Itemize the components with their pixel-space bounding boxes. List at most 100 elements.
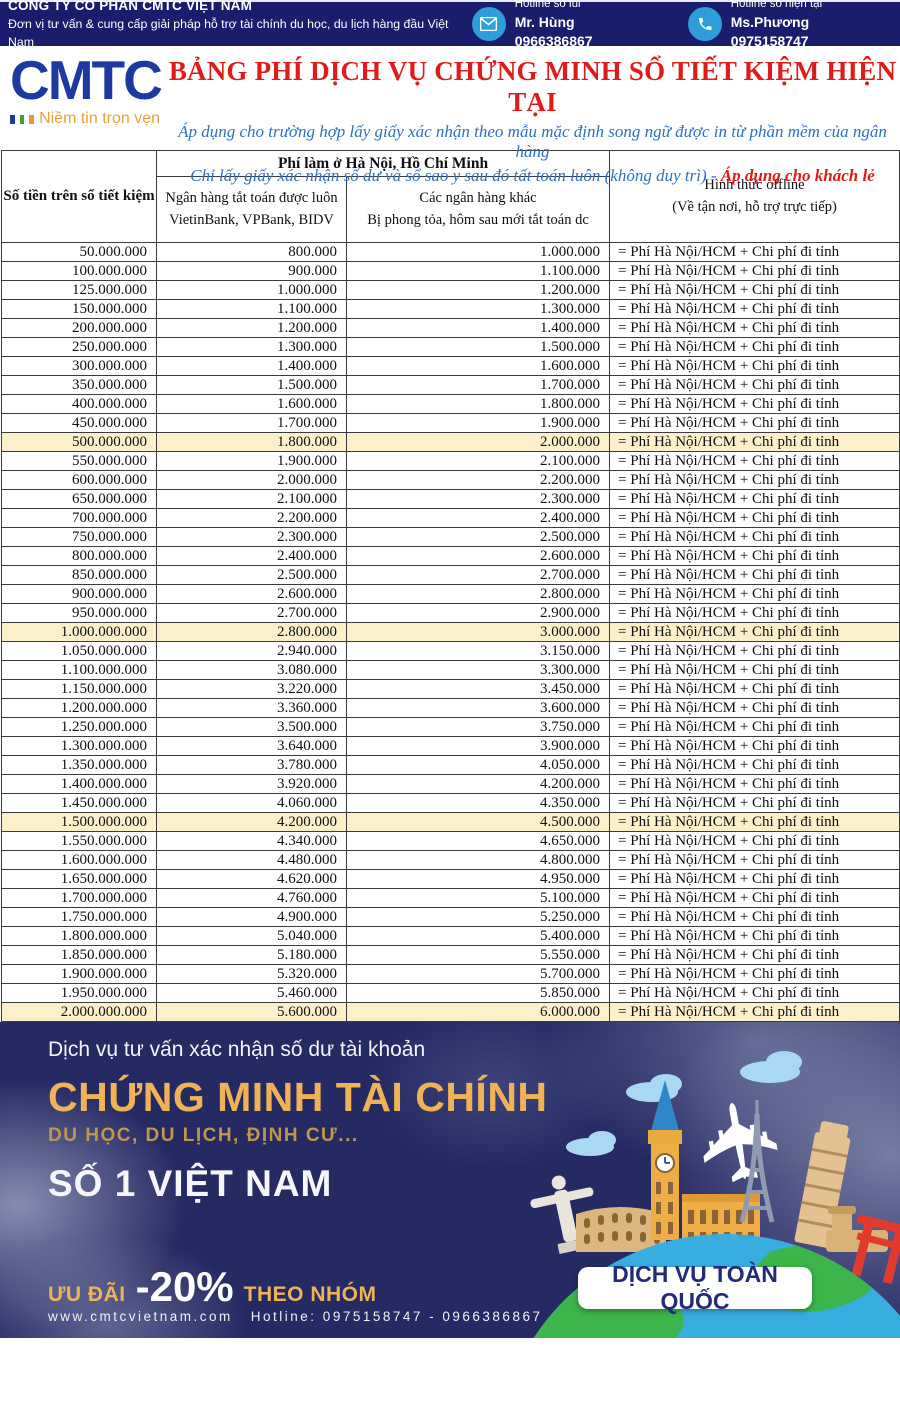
amount-cell: 850.000.000 — [1, 565, 157, 585]
offline-fee-cell: = Phí Hà Nội/HCM + Chi phí đi tỉnh — [609, 907, 900, 927]
fee-instant-cell: 2.600.000 — [156, 584, 347, 604]
hotline-old-number[interactable]: Mr. Hùng 0966386867 — [514, 13, 593, 49]
fee-other-cell: 4.650.000 — [345, 831, 611, 851]
table-row: 300.000.000 1.400.000 1.600.000 = Phí Hà Nộ… — [1, 356, 900, 376]
hotline-old[interactable]: Hotline số lùi Mr. Hùng 0966386867 — [471, 0, 654, 51]
fee-other-cell: 4.050.000 — [345, 755, 611, 775]
offline-fee-cell: = Phí Hà Nội/HCM + Chi phí đi tỉnh — [609, 432, 900, 452]
fee-instant-cell: 5.180.000 — [156, 945, 347, 965]
offline-fee-cell: = Phí Hà Nội/HCM + Chi phí đi tỉnh — [609, 394, 900, 414]
fee-other-cell: 2.400.000 — [345, 508, 611, 528]
offline-fee-cell: = Phí Hà Nội/HCM + Chi phí đi tỉnh — [609, 717, 900, 737]
subtitle-line-2: Chỉ lấy giấy xác nhận số dư và sổ sao y … — [165, 166, 900, 186]
fee-instant-cell: 3.500.000 — [156, 717, 347, 737]
promo-banner: ✈ — [0, 1022, 900, 1338]
table-row: 550.000.000 1.900.000 2.100.000 = Phí Hà Nộ… — [1, 451, 900, 471]
table-row: 700.000.000 2.200.000 2.400.000 = Phí Hà Nộ… — [1, 508, 900, 528]
fee-instant-cell: 800.000 — [156, 242, 347, 262]
header-section: CMTC Niềm tin trọn vẹn BẢNG PHÍ DỊCH VỤ … — [0, 46, 900, 185]
offline-fee-cell: = Phí Hà Nội/HCM + Chi phí đi tỉnh — [609, 261, 900, 281]
website-link[interactable]: www.cmtcvietnam.com — [48, 1309, 233, 1324]
airplane-icon: ✈ — [672, 1086, 811, 1197]
footer-hotline[interactable]: Hotline: 0975158747 - 0966386867 — [250, 1309, 543, 1324]
amount-cell: 150.000.000 — [1, 299, 157, 319]
offline-fee-cell: = Phí Hà Nội/HCM + Chi phí đi tỉnh — [609, 660, 900, 680]
offline-fee-cell: = Phí Hà Nội/HCM + Chi phí đi tỉnh — [609, 698, 900, 718]
fee-instant-cell: 2.700.000 — [156, 603, 347, 623]
fee-other-cell: 1.300.000 — [345, 299, 611, 319]
fee-other-cell: 4.350.000 — [345, 793, 611, 813]
table-row: 1.950.000.000 5.460.000 5.850.000 = Phí Hà … — [1, 983, 900, 1003]
offline-fee-cell: = Phí Hà Nội/HCM + Chi phí đi tỉnh — [609, 242, 900, 262]
offline-fee-cell: = Phí Hà Nội/HCM + Chi phí đi tỉnh — [609, 546, 900, 566]
hotline-current-number[interactable]: Ms.Phương 0975158747 — [730, 13, 810, 49]
offline-fee-cell: = Phí Hà Nội/HCM + Chi phí đi tỉnh — [609, 356, 900, 376]
offline-fee-cell: = Phí Hà Nội/HCM + Chi phí đi tỉnh — [609, 888, 900, 908]
promo-block: ƯU ĐÃI -20% THEO NHÓM www.cmtcvietnam.co… — [48, 1266, 543, 1324]
offline-fee-cell: = Phí Hà Nội/HCM + Chi phí đi tỉnh — [609, 318, 900, 338]
fee-other-cell: 2.900.000 — [345, 603, 611, 623]
fee-table-header: Số tiền trên sổ tiết kiệm Phí làm ở Hà N… — [1, 150, 900, 243]
offline-fee-cell: = Phí Hà Nội/HCM + Chi phí đi tỉnh — [609, 470, 900, 490]
offline-fee-cell: = Phí Hà Nội/HCM + Chi phí đi tỉnh — [609, 983, 900, 1003]
nationwide-service-button[interactable]: DỊCH VỤ TOÀN QUỐC — [578, 1261, 812, 1314]
fee-other-cell: 2.300.000 — [345, 489, 611, 509]
hotline-current[interactable]: Hotline số hiện tại Ms.Phương 0975158747 — [687, 0, 888, 51]
table-row: 1.550.000.000 4.340.000 4.650.000 = Phí Hà … — [1, 831, 900, 851]
fee-instant-cell: 5.040.000 — [156, 926, 347, 946]
offline-fee-cell: = Phí Hà Nội/HCM + Chi phí đi tỉnh — [609, 280, 900, 300]
column-group-header-hanoi-hcm: Phí làm ở Hà Nội, Hồ Chí Minh — [155, 150, 611, 177]
amount-cell: 1.000.000.000 — [1, 622, 157, 642]
fee-other-cell: 1.200.000 — [345, 280, 611, 300]
amount-cell: 1.450.000.000 — [1, 793, 157, 813]
fee-other-cell: 5.250.000 — [345, 907, 611, 927]
fee-other-cell: 5.700.000 — [345, 964, 611, 984]
amount-cell: 1.500.000.000 — [1, 812, 157, 832]
hotline-old-label: Hotline số lùi — [514, 0, 581, 11]
offline-fee-cell: = Phí Hà Nội/HCM + Chi phí đi tỉnh — [609, 926, 900, 946]
fee-other-cell: 2.100.000 — [345, 451, 611, 471]
logo-square-green-icon — [19, 114, 25, 124]
amount-cell: 450.000.000 — [1, 413, 157, 433]
fee-instant-cell: 4.900.000 — [156, 907, 347, 927]
fee-instant-cell: 1.100.000 — [156, 299, 347, 319]
fee-instant-cell: 5.460.000 — [156, 983, 347, 1003]
amount-cell: 2.000.000.000 — [1, 1002, 157, 1022]
fee-other-cell: 3.150.000 — [345, 641, 611, 661]
fee-other-cell: 5.400.000 — [345, 926, 611, 946]
table-row: 1.000.000.000 2.800.000 3.000.000 = Phí Hà … — [1, 622, 900, 642]
offline-fee-cell: = Phí Hà Nội/HCM + Chi phí đi tỉnh — [609, 831, 900, 851]
logo-square-blue-icon — [10, 114, 15, 124]
amount-cell: 1.100.000.000 — [1, 660, 157, 680]
table-row: 2.000.000.000 5.600.000 6.000.000 = Phí Hà … — [1, 1002, 900, 1022]
column-header-other-line2: Bị phong tỏa, hôm sau mới tắt toán dc — [367, 211, 589, 228]
table-row: 1.400.000.000 3.920.000 4.200.000 = Phí Hà … — [1, 774, 900, 794]
table-row: 1.250.000.000 3.500.000 3.750.000 = Phí Hà … — [1, 717, 900, 737]
fee-other-cell: 3.750.000 — [345, 717, 611, 737]
banner-headline: CHỨNG MINH TÀI CHÍNH — [48, 1074, 548, 1120]
fee-other-cell: 3.900.000 — [345, 736, 611, 756]
fee-instant-cell: 1.600.000 — [156, 394, 347, 414]
top-header-bar: CÔNG TY CỔ PHẦN CMTC VIỆT NAM Đơn vị tư … — [0, 0, 900, 49]
fee-other-cell: 2.500.000 — [345, 527, 611, 547]
fee-other-cell: 2.800.000 — [345, 584, 611, 604]
amount-cell: 1.900.000.000 — [1, 964, 157, 984]
phone-icon — [687, 7, 722, 41]
fee-other-cell: 1.500.000 — [345, 337, 611, 357]
offline-fee-cell: = Phí Hà Nội/HCM + Chi phí đi tỉnh — [609, 679, 900, 699]
offline-fee-cell: = Phí Hà Nội/HCM + Chi phí đi tỉnh — [609, 850, 900, 870]
offline-fee-cell: = Phí Hà Nội/HCM + Chi phí đi tỉnh — [609, 299, 900, 319]
fee-instant-cell: 4.480.000 — [156, 850, 347, 870]
amount-cell: 100.000.000 — [1, 261, 157, 281]
offline-fee-cell: = Phí Hà Nội/HCM + Chi phí đi tỉnh — [609, 641, 900, 661]
amount-cell: 1.600.000.000 — [1, 850, 157, 870]
amount-cell: 1.700.000.000 — [1, 888, 157, 908]
amount-cell: 300.000.000 — [1, 356, 157, 376]
amount-cell: 1.150.000.000 — [1, 679, 157, 699]
fee-other-cell: 1.600.000 — [345, 356, 611, 376]
big-ben-icon — [648, 1080, 682, 1240]
pisa-tower-icon — [794, 1121, 851, 1248]
amount-cell: 950.000.000 — [1, 603, 157, 623]
fee-other-cell: 5.550.000 — [345, 945, 611, 965]
offline-fee-cell: = Phí Hà Nội/HCM + Chi phí đi tỉnh — [609, 812, 900, 832]
